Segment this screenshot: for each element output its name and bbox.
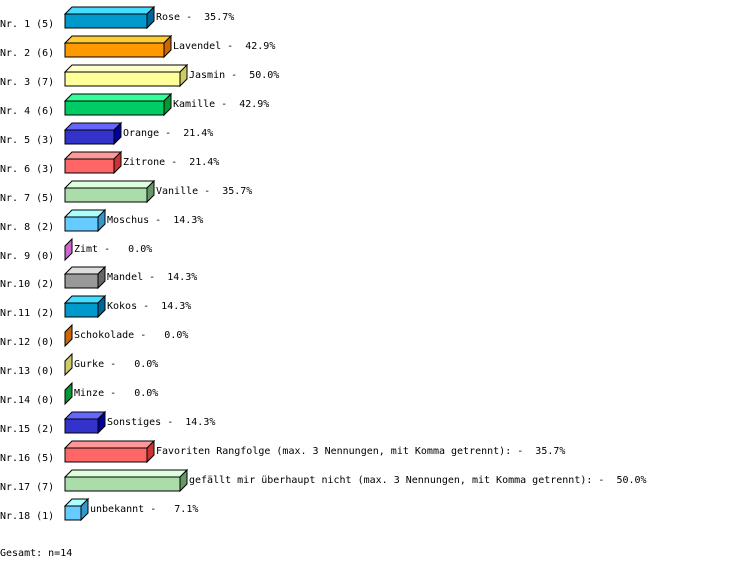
category-label: Nr.18 (1) [0,511,54,522]
category-label: Nr.16 (5) [0,453,54,464]
value-label: Zimt - 0.0% [74,244,152,255]
bar-side [113,150,122,175]
bar [64,100,165,116]
category-label: Nr. 5 (3) [0,135,54,146]
category-label: Nr.12 (0) [0,337,54,348]
bar-side [163,92,172,117]
bar-side [64,381,73,406]
bar [64,302,99,318]
category-label: Nr. 2 (6) [0,48,54,59]
total-count: Gesamt: n=14 [0,548,73,559]
bar-top [63,122,123,131]
category-label: Nr. 3 (7) [0,77,54,88]
bar [64,71,181,87]
bar-side [146,5,155,30]
value-label: Mandel - 14.3% [107,272,197,283]
bar-top [63,469,189,478]
bar-side [179,468,188,493]
value-label: Schokolade - 0.0% [74,330,188,341]
bar-side [80,497,89,522]
bar-side [64,323,73,348]
category-label: Nr.13 (0) [0,366,54,377]
value-label: Zitrone - 21.4% [123,157,219,168]
value-label: Gurke - 0.0% [74,359,158,370]
bar-top [63,6,156,15]
bar [64,273,99,289]
category-label: Nr. 8 (2) [0,222,54,233]
bar-top [63,151,123,160]
category-label: Nr.17 (7) [0,482,54,493]
value-label: Jasmin - 50.0% [189,70,279,81]
bar [64,42,165,58]
bar [64,418,99,434]
bar [64,187,148,203]
bar-side [146,439,155,464]
bar-top [63,440,156,449]
category-label: Nr.11 (2) [0,308,54,319]
category-label: Nr.10 (2) [0,279,54,290]
bar-side [113,121,122,146]
bar [64,158,115,174]
bar [64,216,99,232]
category-label: Nr.14 (0) [0,395,54,406]
value-label: Sonstiges - 14.3% [107,417,215,428]
bar-top [63,93,173,102]
value-label: Vanille - 35.7% [156,186,252,197]
bar-side [97,294,106,319]
value-label: Moschus - 14.3% [107,215,203,226]
category-label: Nr. 7 (5) [0,193,54,204]
bar-top [63,35,173,44]
bar-side [163,34,172,59]
bar-side [179,63,188,88]
category-label: Nr. 6 (3) [0,164,54,175]
value-label: Lavendel - 42.9% [173,41,275,52]
bar-side [97,265,106,290]
bar-side [146,179,155,204]
category-label: Nr. 4 (6) [0,106,54,117]
category-label: Nr. 1 (5) [0,19,54,30]
value-label: Kokos - 14.3% [107,301,191,312]
value-label: Orange - 21.4% [123,128,213,139]
bar-top [63,64,189,73]
bar-side [64,237,73,262]
category-label: Nr.15 (2) [0,424,54,435]
value-label: Favoriten Rangfolge (max. 3 Nennungen, m… [156,446,565,457]
bar [64,476,181,492]
value-label: Rose - 35.7% [156,12,234,23]
bar [64,447,148,463]
bar [64,129,115,145]
bar [64,13,148,29]
value-label: Minze - 0.0% [74,388,158,399]
bar-side [64,352,73,377]
bar-top [63,180,156,189]
bar-side [97,208,106,233]
value-label: gefällt mir überhaupt nicht (max. 3 Nenn… [189,475,647,486]
value-label: Kamille - 42.9% [173,99,269,110]
value-label: unbekannt - 7.1% [90,504,198,515]
bar-side [97,410,106,435]
bar [64,505,82,521]
category-label: Nr. 9 (0) [0,251,54,262]
